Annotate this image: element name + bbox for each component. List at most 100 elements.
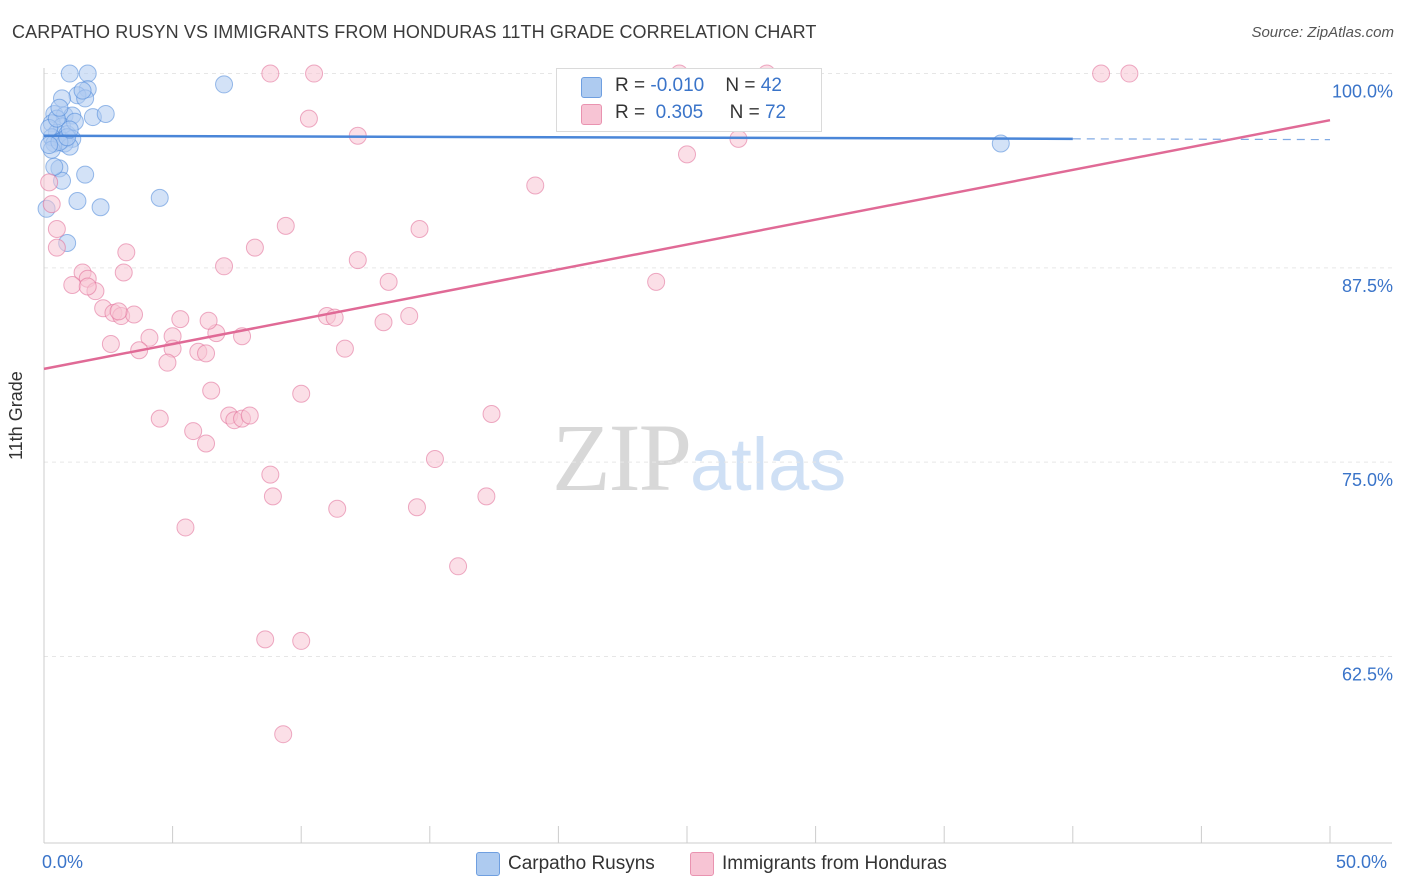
carpatho-point [60,120,79,139]
honduras-point [176,518,195,537]
honduras-point [101,335,120,354]
honduras-point [197,344,216,363]
honduras-point [240,406,259,425]
honduras-point [335,339,354,358]
carpatho-point [150,188,169,207]
carpatho-point [40,136,59,155]
honduras-point [158,353,177,372]
carpatho-point [73,81,92,100]
legend-swatch-blue [581,77,602,98]
honduras-point [647,272,666,291]
carpatho-point [96,104,115,123]
legend-n-label: N = [725,75,761,96]
honduras-point [292,384,311,403]
carpatho-trend-extension [1072,138,1331,141]
trend-layer [43,118,1331,371]
y-axis-label: 11th Grade [6,371,26,460]
legend-r-value: -0.010 [650,75,705,96]
watermark-atlas: atlas [690,423,847,506]
honduras-point [78,277,97,296]
honduras-point [42,195,61,214]
legend-r-label: R = [615,102,651,123]
legend-n-value: 72 [764,102,787,123]
honduras-point [256,630,275,649]
honduras-point [140,328,159,347]
grid-layer [44,73,1392,657]
honduras-point [150,409,169,428]
honduras-point [348,251,367,270]
honduras-point [678,145,696,164]
y-tick-label: 75.0% [1342,470,1393,490]
legend-r-value: 0.305 [655,102,704,123]
honduras-point [328,499,347,518]
honduras-point [305,64,324,83]
honduras-point [410,219,429,238]
honduras-point [477,487,496,506]
bottom-legend-swatch-pink [690,852,714,876]
honduras-point [274,725,293,744]
bottom-legend-swatch-blue [476,852,500,876]
honduras-point [202,381,221,400]
honduras-point [276,216,295,235]
carpatho-point [76,165,95,184]
source-label: Source: ZipAtlas.com [1251,24,1394,41]
honduras-point [261,64,280,83]
carpatho-trend-line [43,134,1073,141]
watermark: ZIPatlas [552,402,846,513]
carpatho-point [45,157,64,176]
honduras-point [449,557,468,576]
chart-title: CARPATHO RUSYN VS IMMIGRANTS FROM HONDUR… [12,22,817,42]
honduras-trend-line [43,118,1331,371]
honduras-point [47,219,66,238]
honduras-point [292,631,311,650]
honduras-point [261,465,280,484]
axis-layer [43,68,1392,844]
honduras-point [1120,64,1139,83]
points-layer [37,64,1139,744]
honduras-point [47,238,66,257]
honduras-point [199,311,218,330]
carpatho-point [91,198,110,217]
honduras-point [197,434,216,453]
honduras-point [63,275,82,294]
y-tick-label: 100.0% [1332,82,1393,102]
honduras-point [171,310,190,329]
legend-n-label: N = [729,102,765,123]
honduras-point [125,305,144,324]
honduras-point [245,238,264,257]
y-tick-label: 62.5% [1342,664,1393,684]
honduras-point [1092,64,1111,83]
bottom-legend-label: Carpatho Rusyns [508,853,655,874]
honduras-point [482,404,501,423]
honduras-point [374,313,393,332]
honduras-point [299,109,318,128]
honduras-point [184,422,203,441]
carpatho-point [215,75,234,94]
watermark-zip: ZIP [552,404,692,511]
legend-r-label: R = [615,75,651,96]
carpatho-point [60,64,79,83]
carpatho-point [78,64,97,83]
carpatho-point [50,98,69,117]
x-axis-max-label: 50.0% [1336,852,1388,872]
carpatho-point [68,192,87,211]
honduras-point [117,243,136,262]
honduras-point [407,498,426,517]
bottom-legend-label: Immigrants from Honduras [722,853,947,874]
x-axis-min-label: 0.0% [42,852,84,872]
legend-swatch-pink [581,104,602,125]
honduras-point [425,450,444,469]
stats-legend: R = -0.010 N = 42 R = 0.305 N = 72 [556,68,822,132]
honduras-point [263,487,282,506]
honduras-point [114,263,133,282]
honduras-point [109,302,128,321]
honduras-point [526,176,545,195]
honduras-point [400,307,419,326]
honduras-point [40,173,59,192]
legend-n-value: 42 [760,75,782,96]
honduras-point [379,272,398,291]
honduras-point [215,257,234,276]
y-tick-label: 87.5% [1342,276,1393,296]
y-tick-labels: 100.0% 87.5% 75.0% 62.5% [1332,82,1393,685]
